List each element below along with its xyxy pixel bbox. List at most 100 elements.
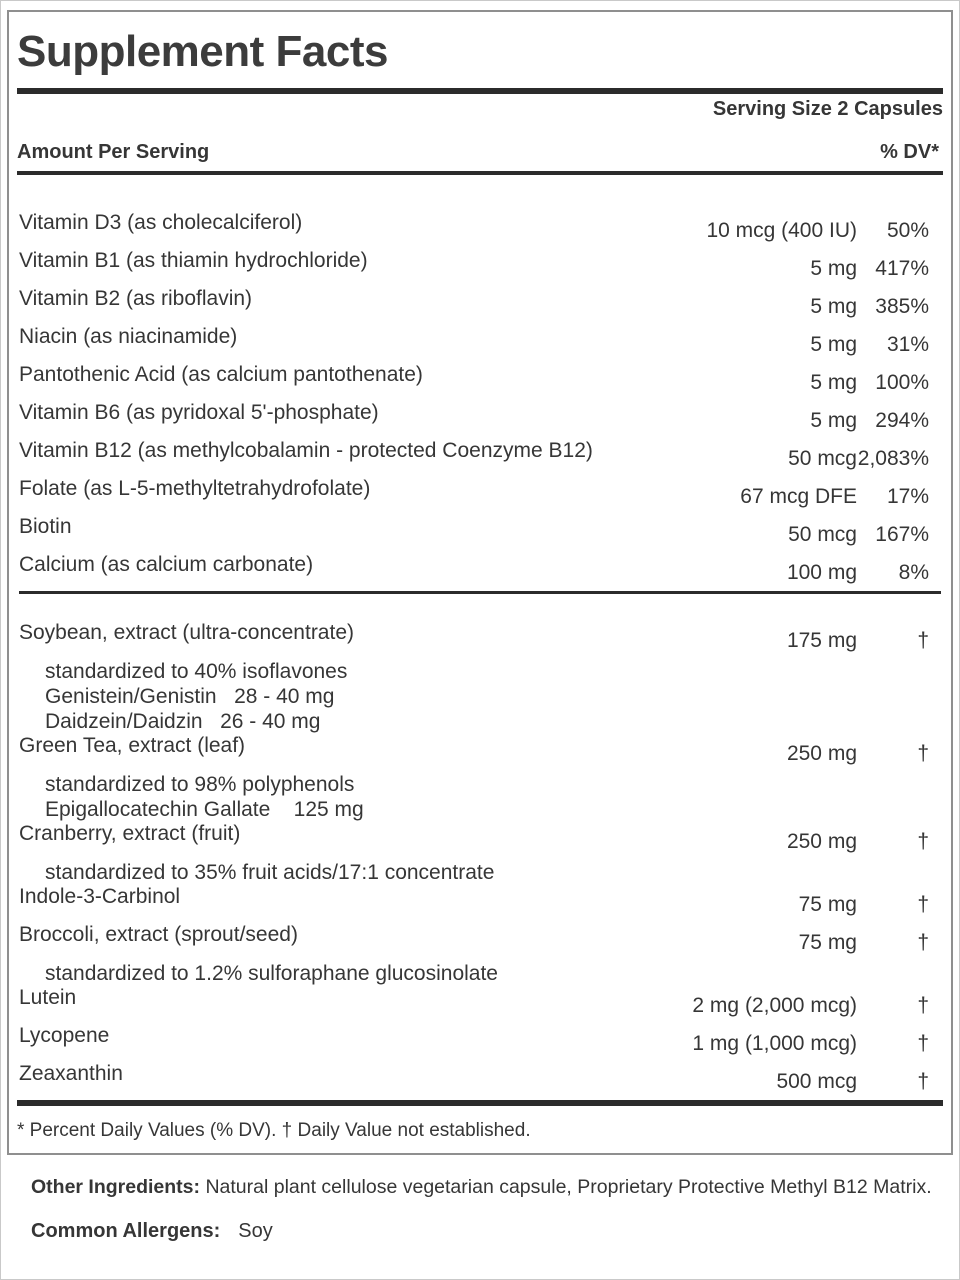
row-main: Vitamin B12 (as methylcobalamin - protec… xyxy=(19,439,929,470)
row-dv: 417% xyxy=(875,257,929,280)
row-amount: 500 mcg xyxy=(776,1070,857,1093)
table-row: Vitamin B6 (as pyridoxal 5'-phosphate) 5… xyxy=(19,401,929,432)
row-amount: 2 mg (2,000 mcg) xyxy=(692,994,857,1017)
row-sub-lines: standardized to 40% isoflavones Genistein… xyxy=(19,659,929,734)
row-dv: 294% xyxy=(875,409,929,432)
row-sub-line: Genistein/Genistin 28 - 40 mg xyxy=(45,685,335,708)
row-dv: 17% xyxy=(886,485,929,508)
divider-thick-bottom xyxy=(17,1100,943,1106)
row-dv: † xyxy=(917,893,929,916)
vitamin-rows-group: Vitamin D3 (as cholecalciferol) 10 mcg (… xyxy=(19,211,929,584)
table-row: Biotin 50 mcg 167% xyxy=(19,515,929,546)
row-dv: 50% xyxy=(886,219,929,242)
row-name: Lutein xyxy=(19,986,77,1009)
row-main: Soybean, extract (ultra-concentrate) 175… xyxy=(19,621,929,652)
table-row: Soybean, extract (ultra-concentrate) 175… xyxy=(19,621,929,734)
row-amount: 5 mg xyxy=(810,409,857,432)
row-name: Broccoli, extract (sprout/seed) xyxy=(19,923,298,946)
row-sub-lines: standardized to 35% fruit acids/17:1 con… xyxy=(19,860,929,885)
row-dv: † xyxy=(917,742,929,765)
row-main: Zeaxanthin 500 mcg † xyxy=(19,1062,929,1093)
row-sub-lines: standardized to 1.2% sulforaphane glucos… xyxy=(19,961,929,986)
row-name: Soybean, extract (ultra-concentrate) xyxy=(19,621,354,644)
row-main: Broccoli, extract (sprout/seed) 75 mg † xyxy=(19,923,929,954)
row-dv: 8% xyxy=(898,561,929,584)
table-row: Vitamin B1 (as thiamin hydrochloride) 5 … xyxy=(19,249,929,280)
row-name: Zeaxanthin xyxy=(19,1062,123,1085)
row-amount: 250 mg xyxy=(786,742,857,765)
serving-size: Serving Size 2 Capsules xyxy=(712,98,943,120)
amount-per-serving-label: Amount Per Serving xyxy=(17,141,210,163)
column-header-row: Amount Per Serving % DV* xyxy=(17,140,943,164)
dv-footnote: * Percent Daily Values (% DV). † Daily V… xyxy=(17,1120,531,1141)
divider-thick-top xyxy=(17,88,943,94)
row-dv: 385% xyxy=(875,295,929,318)
row-amount: 5 mg xyxy=(810,295,857,318)
row-main: Green Tea, extract (leaf) 250 mg † xyxy=(19,734,929,765)
row-amount: 175 mg xyxy=(786,629,857,652)
row-main: Vitamin B6 (as pyridoxal 5'-phosphate) 5… xyxy=(19,401,929,432)
common-allergens-value: Soy xyxy=(238,1220,273,1242)
botanical-rows-group: Soybean, extract (ultra-concentrate) 175… xyxy=(19,594,929,1093)
table-row: Vitamin D3 (as cholecalciferol) 10 mcg (… xyxy=(19,211,929,242)
row-dv: 2,083% xyxy=(857,447,929,470)
row-name: Pantothenic Acid (as calcium pantothenat… xyxy=(19,363,423,386)
row-dv: † xyxy=(917,830,929,853)
row-name: Calcium (as calcium carbonate) xyxy=(19,553,314,576)
row-name: Vitamin B1 (as thiamin hydrochloride) xyxy=(19,249,368,272)
table-row: Broccoli, extract (sprout/seed) 75 mg † … xyxy=(19,923,929,986)
row-main: Pantothenic Acid (as calcium pantothenat… xyxy=(19,363,929,394)
row-main: Indole-3-Carbinol 75 mg † xyxy=(19,885,929,916)
row-sub-line: Epigallocatechin Gallate 125 mg xyxy=(45,798,364,821)
table-row: Cranberry, extract (fruit) 250 mg † stan… xyxy=(19,822,929,885)
table-row: Indole-3-Carbinol 75 mg † xyxy=(19,885,929,916)
table-row: Calcium (as calcium carbonate) 100 mg 8% xyxy=(19,553,929,584)
row-dv: 167% xyxy=(875,523,929,546)
table-row: Pantothenic Acid (as calcium pantothenat… xyxy=(19,363,929,394)
table-row: Vitamin B2 (as riboflavin) 5 mg 385% xyxy=(19,287,929,318)
row-sub-line: standardized to 35% fruit acids/17:1 con… xyxy=(45,861,495,884)
row-main: Vitamin B1 (as thiamin hydrochloride) 5 … xyxy=(19,249,929,280)
row-amount: 50 mcg xyxy=(788,447,857,470)
row-name: Cranberry, extract (fruit) xyxy=(19,822,241,845)
row-amount: 10 mcg (400 IU) xyxy=(706,219,857,242)
other-ingredients: Other Ingredients: Natural plant cellulo… xyxy=(31,1172,937,1203)
row-name: Vitamin B12 (as methylcobalamin - protec… xyxy=(19,439,593,462)
row-amount: 50 mcg xyxy=(788,523,857,546)
row-dv: 31% xyxy=(886,333,929,356)
row-name: Indole-3-Carbinol xyxy=(19,885,181,908)
divider-mid xyxy=(19,591,941,594)
supplement-facts-panel: Supplement Facts Serving Size 2 Capsules… xyxy=(7,10,953,1155)
row-amount: 75 mg xyxy=(798,893,857,916)
row-main: Calcium (as calcium carbonate) 100 mg 8% xyxy=(19,553,929,584)
row-name: Niacin (as niacinamide) xyxy=(19,325,238,348)
common-allergens-label: Common Allergens: xyxy=(31,1220,221,1242)
row-main: Folate (as L-5-methyltetrahydrofolate) 6… xyxy=(19,477,929,508)
page-title: Supplement Facts xyxy=(17,27,388,76)
row-name: Vitamin D3 (as cholecalciferol) xyxy=(19,211,303,234)
table-row: Niacin (as niacinamide) 5 mg 31% xyxy=(19,325,929,356)
table-row: Lycopene 1 mg (1,000 mcg) † xyxy=(19,1024,929,1055)
row-dv: † xyxy=(917,1070,929,1093)
row-main: Vitamin B2 (as riboflavin) 5 mg 385% xyxy=(19,287,929,318)
table-row: Vitamin B12 (as methylcobalamin - protec… xyxy=(19,439,929,470)
row-main: Lutein 2 mg (2,000 mcg) † xyxy=(19,986,929,1017)
other-ingredients-text: Natural plant cellulose vegetarian capsu… xyxy=(200,1176,932,1198)
divider-under-header xyxy=(17,171,943,175)
row-amount: 75 mg xyxy=(798,931,857,954)
row-main: Vitamin D3 (as cholecalciferol) 10 mcg (… xyxy=(19,211,929,242)
row-sub-line: Daidzein/Daidzin 26 - 40 mg xyxy=(45,710,321,733)
row-name: Green Tea, extract (leaf) xyxy=(19,734,246,757)
row-amount: 1 mg (1,000 mcg) xyxy=(692,1032,857,1055)
other-ingredients-label: Other Ingredients: xyxy=(31,1176,201,1198)
row-name: Lycopene xyxy=(19,1024,110,1047)
row-name: Vitamin B2 (as riboflavin) xyxy=(19,287,253,310)
table-row: Lutein 2 mg (2,000 mcg) † xyxy=(19,986,929,1017)
table-row: Folate (as L-5-methyltetrahydrofolate) 6… xyxy=(19,477,929,508)
row-dv: 100% xyxy=(875,371,929,394)
row-amount: 67 mcg DFE xyxy=(740,485,857,508)
row-main: Biotin 50 mcg 167% xyxy=(19,515,929,546)
row-dv: † xyxy=(917,931,929,954)
row-name: Folate (as L-5-methyltetrahydrofolate) xyxy=(19,477,371,500)
